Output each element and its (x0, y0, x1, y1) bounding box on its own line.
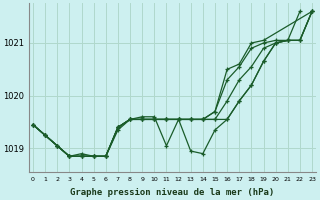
X-axis label: Graphe pression niveau de la mer (hPa): Graphe pression niveau de la mer (hPa) (70, 188, 275, 197)
